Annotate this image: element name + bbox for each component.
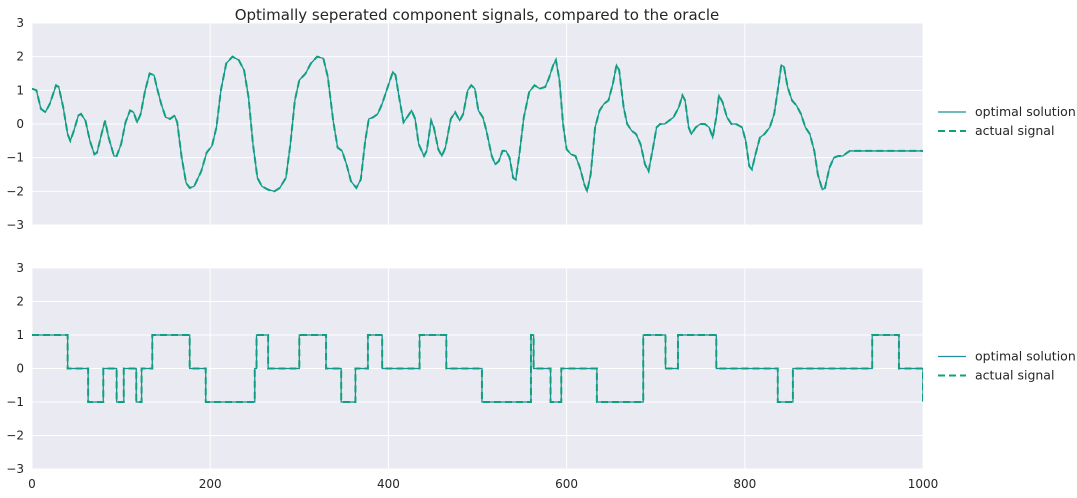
bottom-y-tick-label: 0	[16, 362, 24, 376]
top-legend-label: optimal solution	[975, 104, 1076, 119]
top-y-tick-label: −1	[6, 151, 24, 165]
bottom-y-tick-label: 1	[16, 328, 24, 342]
chart-title: Optimally seperated component signals, c…	[235, 6, 720, 24]
bottom-panel: −3 −2 −1 0 1 2 3 0 200 400 600 800 1000	[6, 261, 938, 491]
top-y-tick-label: 1	[16, 83, 24, 97]
bottom-legend-label: optimal solution	[975, 349, 1076, 364]
top-y-tick-label: 2	[16, 50, 24, 64]
top-y-tick-label: −3	[6, 218, 24, 232]
bottom-y-tick-label: −2	[6, 429, 24, 443]
bottom-x-tick-label: 0	[28, 477, 36, 491]
bottom-x-tick-label: 200	[199, 477, 222, 491]
bottom-y-tick-label: −1	[6, 395, 24, 409]
legend-bottom: optimal solution actual signal	[938, 349, 1076, 383]
top-y-tick-label: 3	[16, 16, 24, 30]
top-series-actual-signal	[32, 55, 923, 195]
bottom-x-tick-label: 800	[733, 477, 756, 491]
top-y-tick-label: −2	[6, 184, 24, 198]
top-panel: −3 −2 −1 0 1 2 3	[6, 16, 924, 232]
bottom-x-tick-label: 600	[555, 477, 578, 491]
bottom-x-tick-label: 400	[377, 477, 400, 491]
top-legend-label: actual signal	[975, 123, 1054, 138]
top-y-tick-label: 0	[16, 117, 24, 131]
legend-top: optimal solution actual signal	[938, 104, 1076, 138]
bottom-x-tick-label: 1000	[908, 477, 939, 491]
bottom-legend-label: actual signal	[975, 368, 1054, 383]
bottom-y-tick-label: 3	[16, 261, 24, 275]
bottom-y-tick-label: −3	[6, 462, 24, 476]
bottom-series-actual-signal	[32, 334, 923, 403]
bottom-y-tick-label: 2	[16, 295, 24, 309]
